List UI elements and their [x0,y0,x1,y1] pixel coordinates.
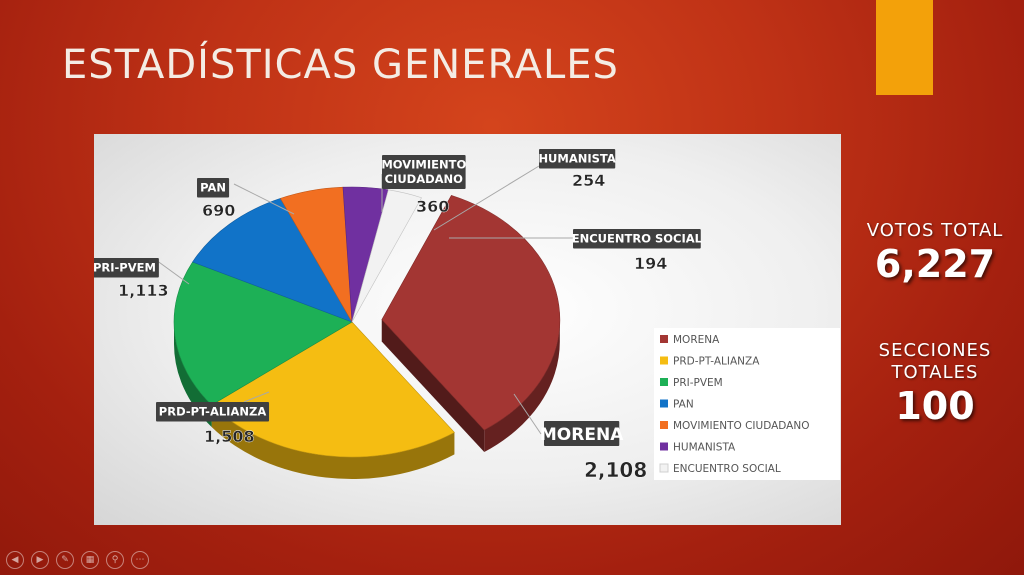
sections-total: SECCIONES TOTALES 100 [846,340,1024,428]
slideshow-controls: ◀ ▶ ✎ ▦ ⚲ ⋯ [6,551,149,569]
sections-label-line-2: TOTALES [891,362,979,383]
pie-side-morena [484,319,560,453]
callout-box-pri-pvem [94,258,159,278]
callout-label-movimiento-ciudadano-0: MOVIMIENTO [381,158,466,172]
callout-label-pan: PAN [200,181,226,195]
slides-grid-icon[interactable]: ▦ [81,551,99,569]
previous-slide-icon[interactable]: ◀ [6,551,24,569]
pie-tops [173,186,561,458]
legend-label-movimiento-ciudadano: MOVIMIENTO CIUDADANO [673,420,809,432]
leader-line-prd-pt-alianza [243,391,270,403]
callout-box-humanista [539,149,616,169]
callout-label-humanista: HUMANISTA [538,152,615,166]
legend-box [654,328,840,480]
legend-label-pan: PAN [673,399,694,411]
pie-chart: MORENA 2,108 PRD-PT-ALIANZA 1,508 PRI-PVEM 1,… [94,149,840,482]
zoom-icon[interactable]: ⚲ [106,551,124,569]
legend-label-humanista: HUMANISTA [673,442,736,454]
callout-value-movimiento-ciudadano: 360 [416,197,449,216]
votes-total-value: 6,227 [874,242,996,286]
leader-line-pri-pvem [155,259,190,285]
pie-slice-pan [192,198,353,323]
pie-side-pri-pvem [174,322,212,428]
callout-label-morena: MORENA [540,425,624,445]
sections-label-line-1: SECCIONES [878,340,992,361]
legend-label-pri-pvem: PRI-PVEM [673,377,723,389]
sections-total-value: 100 [895,384,975,428]
legend-swatch-humanista [660,442,668,451]
pie-side-prd-pt-alianza [211,405,455,479]
legend-swatch-pan [660,399,668,408]
votes-total-label: VOTOS TOTAL [866,220,1004,241]
pie-slice-pri-pvem [173,261,353,406]
accent-bar [876,0,933,95]
leader-line-humanista [433,165,540,231]
legend: MORENA PRD-PT-ALIANZA PRI-PVEM PAN MOVIMIENT… [654,328,840,480]
callout-value-humanista: 254 [572,171,605,190]
callout-box-movimiento-ciudadano [382,155,466,189]
legend-label-prd-pt-alianza: PRD-PT-ALIANZA [673,356,760,368]
pie-slice-encuentro-social [351,189,422,323]
callout-value-pan: 690 [202,201,235,220]
pie-slice-prd-pt-alianza [211,321,455,458]
callouts: MORENA 2,108 PRD-PT-ALIANZA 1,508 PRI-PVEM 1,… [94,149,703,482]
callout-value-prd-pt-alianza: 1,508 [204,427,255,446]
legend-swatch-movimiento-ciudadano [660,421,668,429]
pie-edge-morena-1 [381,319,485,453]
callout-box-encuentro-social [573,229,701,249]
callout-label-movimiento-ciudadano-1: CIUDADANO [385,172,464,186]
callout-label-prd-pt-alianza: PRD-PT-ALIANZA [159,405,267,419]
pen-icon[interactable]: ✎ [56,551,74,569]
callout-label-encuentro-social: ENCUENTRO SOCIAL [572,232,703,246]
next-slide-icon[interactable]: ▶ [31,551,49,569]
callout-box-morena [544,421,620,446]
legend-swatch-pri-pvem [660,378,668,386]
legend-label-encuentro-social: ENCUENTRO SOCIAL [673,463,781,475]
votes-total: VOTOS TOTAL 6,227 [846,220,1024,286]
callout-value-pri-pvem: 1,113 [118,281,169,300]
callout-label-pri-pvem: PRI-PVEM [94,261,156,275]
legend-label-morena: MORENA [673,334,720,346]
leader-line-morena [513,393,542,435]
legend-swatch-encuentro-social [659,463,669,473]
more-options-icon[interactable]: ⋯ [131,551,149,569]
leader-line-pan [233,183,295,215]
callout-value-morena: 2,108 [584,458,647,482]
legend-swatch-morena [660,335,668,343]
callout-box-prd-pt-alianza [156,402,270,422]
chart-panel: MORENA 2,108 PRD-PT-ALIANZA 1,508 PRI-PVEM 1,… [94,134,841,525]
legend-swatch-prd-pt-alianza [660,356,668,365]
callout-value-encuentro-social: 194 [634,254,667,273]
pie-slice-morena [381,194,561,431]
callout-box-pan [197,178,230,198]
slide-title: ESTADÍSTICAS GENERALES [62,42,619,88]
